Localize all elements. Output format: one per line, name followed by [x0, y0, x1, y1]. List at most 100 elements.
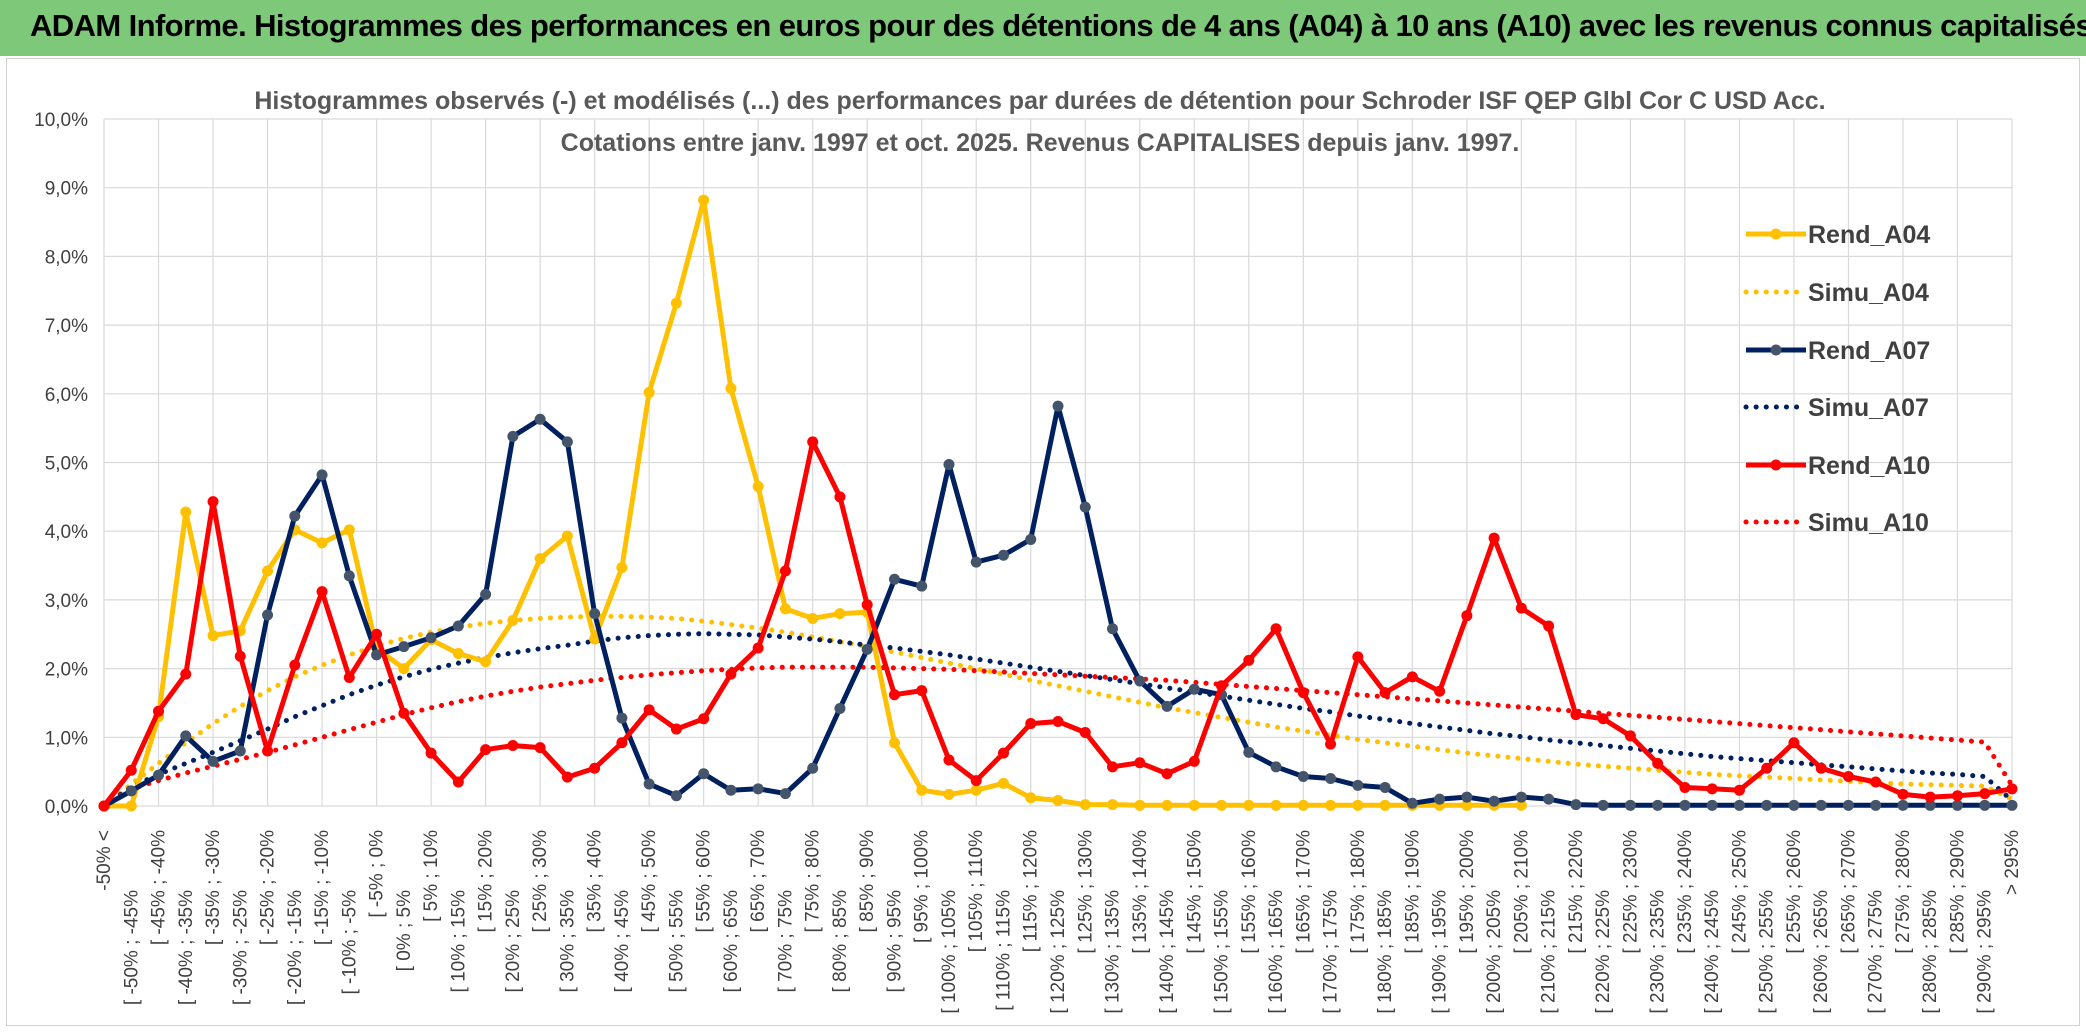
legend-label: Simu_A04 [1808, 279, 1929, 307]
data-point [125, 764, 137, 776]
x-tick-label: [ 35% ; 40% [585, 830, 606, 933]
x-tick-label: [ 70% ; 75% [775, 890, 796, 993]
data-point [1624, 730, 1636, 742]
data-point [1134, 799, 1146, 811]
data-point [698, 713, 710, 725]
x-tick-label: [ 135% ; 140% [1130, 830, 1151, 954]
series-rend-a07 [98, 400, 2018, 812]
data-point [1488, 795, 1500, 807]
x-tick-label: [ 205% ; 210% [1511, 830, 1532, 954]
y-tick-label: 5,0% [45, 454, 88, 475]
series-lines [98, 194, 2018, 812]
chart-frame [6, 58, 2080, 1026]
data-point [125, 785, 137, 797]
series-simu-a10 [101, 664, 2015, 809]
data-point [98, 800, 110, 812]
data-point [262, 565, 274, 577]
x-tick-label: > 295% [2002, 830, 2023, 895]
x-tick-label: [ -40% ; -35% [176, 890, 197, 1005]
data-point [1052, 795, 1064, 807]
data-point [507, 430, 519, 442]
y-tick-label: 4,0% [45, 522, 88, 543]
legend-marker [1770, 228, 1782, 240]
data-point [343, 570, 355, 582]
x-tick-label: -50% < [94, 830, 115, 891]
data-point [643, 778, 655, 790]
x-tick-label: [ 290% ; 295% [1975, 890, 1996, 1014]
data-point [1652, 799, 1664, 811]
legend-label: Rend_A10 [1808, 452, 1930, 480]
data-point [316, 586, 328, 598]
data-point [1842, 799, 1854, 811]
x-tick-label: [ 185% ; 190% [1402, 830, 1423, 954]
x-tick-label: [ 230% ; 235% [1648, 890, 1669, 1014]
data-point [1379, 799, 1391, 811]
series-line [102, 403, 2012, 809]
data-point [752, 642, 764, 654]
data-point [452, 647, 464, 659]
data-point [1134, 757, 1146, 769]
data-point [1924, 799, 1936, 811]
data-point [1461, 791, 1473, 803]
data-point [534, 742, 546, 754]
data-point [1052, 400, 1064, 412]
data-point [1597, 713, 1609, 725]
x-tick-label: [ 5% ; 10% [421, 830, 442, 922]
x-tick-label: [ 280% ; 285% [1920, 890, 1941, 1014]
legend-marker [1770, 344, 1782, 356]
data-point [943, 788, 955, 800]
data-point [1515, 799, 1527, 811]
legend-label: Rend_A04 [1808, 221, 1930, 249]
data-point [1842, 770, 1854, 782]
data-point [861, 599, 873, 611]
data-point [752, 783, 764, 795]
title-banner: ADAM Informe. Histogrammes des performan… [0, 0, 2086, 56]
series-line [101, 613, 2015, 809]
data-point [616, 562, 628, 574]
x-tick-label: [ 220% ; 225% [1593, 890, 1614, 1014]
legend-label: Rend_A07 [1808, 337, 1930, 365]
x-tick-label: [ -35% ; -30% [203, 830, 224, 945]
data-point [2006, 799, 2018, 811]
x-tick-label: [ 180% ; 185% [1375, 890, 1396, 1014]
data-point [1597, 799, 1609, 811]
chart-title: Histogrammes observés (-) et modélisés (… [254, 87, 1825, 115]
data-point [1652, 757, 1664, 769]
data-point [1679, 781, 1691, 793]
x-tick-label: [ 115% ; 120% [1021, 830, 1042, 952]
data-point [480, 656, 492, 668]
data-point [1107, 623, 1119, 635]
data-point [1352, 779, 1364, 791]
data-point [1025, 533, 1037, 545]
data-point [834, 702, 846, 714]
x-tick-label: [ 100% ; 105% [939, 890, 960, 1014]
data-point [1461, 799, 1473, 811]
x-tick-label: [ 60% ; 65% [721, 890, 742, 993]
data-point [1788, 799, 1800, 811]
data-point [425, 747, 437, 759]
x-tick-label: [ 90% ; 95% [884, 890, 905, 993]
data-point [207, 496, 219, 508]
data-point [643, 386, 655, 398]
x-tick-label: [ 145% ; 150% [1184, 830, 1205, 954]
y-tick-label: 7,0% [45, 316, 88, 337]
x-tick-label: [ 120% ; 125% [1048, 890, 1069, 1014]
data-point [180, 730, 192, 742]
series-simu-a04 [101, 613, 2015, 809]
data-point [779, 603, 791, 615]
x-tick-label: [ 50% ; 55% [666, 890, 687, 993]
data-point [1706, 799, 1718, 811]
x-tick-label: [ 275% ; 280% [1893, 830, 1914, 954]
data-point [1297, 770, 1309, 782]
x-tick-label: [ 80% ; 85% [830, 890, 851, 993]
data-point [1897, 788, 1909, 800]
legend-label: Simu_A10 [1808, 509, 1929, 537]
x-tick-label: [ 160% ; 165% [1266, 890, 1287, 1014]
data-point [1079, 726, 1091, 738]
data-point [589, 633, 601, 645]
x-tick-label: [ 175% ; 180% [1348, 830, 1369, 954]
x-tick-label: [ 155% ; 160% [1239, 830, 1260, 954]
x-tick-label: [ 285% ; 290% [1947, 830, 1968, 954]
data-point [1543, 620, 1555, 632]
